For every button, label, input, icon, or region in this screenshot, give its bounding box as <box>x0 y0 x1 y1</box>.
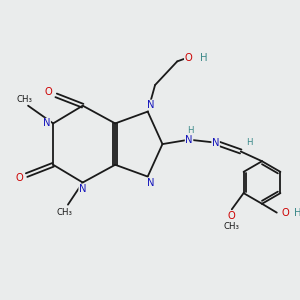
Text: O: O <box>228 211 236 221</box>
Text: N: N <box>43 118 50 128</box>
Text: O: O <box>45 87 52 98</box>
Text: CH₃: CH₃ <box>16 95 32 104</box>
Text: CH₃: CH₃ <box>224 222 240 231</box>
Text: O: O <box>281 208 289 218</box>
Text: O: O <box>184 53 192 63</box>
Text: N: N <box>147 100 154 110</box>
Text: N: N <box>79 184 86 194</box>
Text: H: H <box>187 126 194 135</box>
Text: O: O <box>15 173 23 183</box>
Text: CH₃: CH₃ <box>57 208 73 217</box>
Text: N: N <box>147 178 154 188</box>
Text: H: H <box>200 53 208 63</box>
Text: N: N <box>185 135 193 145</box>
Text: N: N <box>212 138 219 148</box>
Text: H: H <box>246 137 252 146</box>
Text: H: H <box>294 208 300 218</box>
